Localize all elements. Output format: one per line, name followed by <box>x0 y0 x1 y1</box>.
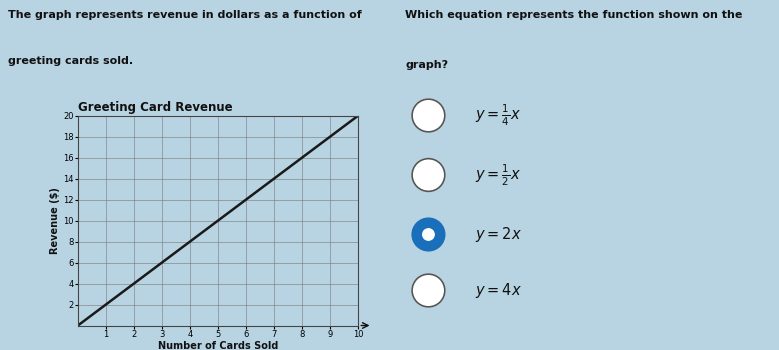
Ellipse shape <box>412 159 445 191</box>
Text: The graph represents revenue in dollars as a function of: The graph represents revenue in dollars … <box>8 10 361 21</box>
Y-axis label: Revenue ($): Revenue ($) <box>51 187 60 254</box>
Ellipse shape <box>412 99 445 132</box>
Ellipse shape <box>412 274 445 307</box>
Text: Which equation represents the function shown on the: Which equation represents the function s… <box>405 10 742 21</box>
Text: $y = 4x$: $y = 4x$ <box>475 281 522 300</box>
Text: Greeting Card Revenue: Greeting Card Revenue <box>78 102 232 114</box>
Text: graph?: graph? <box>405 60 448 70</box>
Text: $y = 2x$: $y = 2x$ <box>475 225 522 244</box>
X-axis label: Number of Cards Sold: Number of Cards Sold <box>158 342 278 350</box>
Ellipse shape <box>423 229 434 240</box>
Text: $y = \frac{1}{2}x$: $y = \frac{1}{2}x$ <box>475 162 521 188</box>
Ellipse shape <box>412 218 445 251</box>
Text: greeting cards sold.: greeting cards sold. <box>8 56 133 66</box>
Text: $y = \frac{1}{4}x$: $y = \frac{1}{4}x$ <box>475 103 521 128</box>
